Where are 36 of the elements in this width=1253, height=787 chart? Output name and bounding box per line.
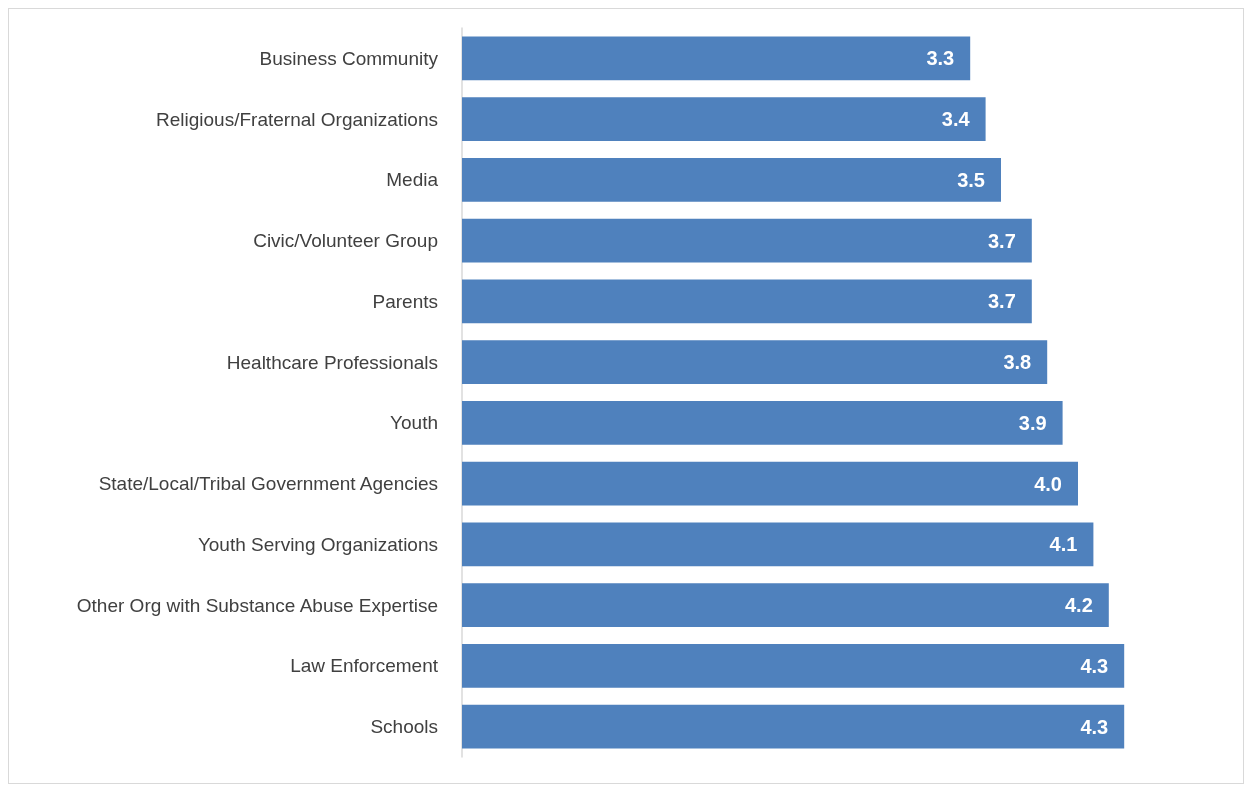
data-label: 4.3 <box>1080 715 1109 738</box>
y-tick-label: Law Enforcement <box>290 655 439 677</box>
data-label: 4.0 <box>1034 472 1062 495</box>
bar <box>462 36 971 81</box>
bar <box>462 218 1032 263</box>
y-tick-label: Media <box>386 169 439 191</box>
y-tick-label: Business Community <box>259 47 439 69</box>
bar <box>462 97 986 141</box>
data-label: 4.1 <box>1049 533 1078 556</box>
y-tick-label: Youth Serving Organizations <box>197 533 438 555</box>
data-label: 3.7 <box>987 229 1016 252</box>
y-tick-label: Youth <box>390 412 438 434</box>
y-tick-label: Religious/Fraternal Organizations <box>156 108 438 130</box>
data-label: 4.3 <box>1080 654 1109 677</box>
bar <box>462 644 1125 688</box>
data-label: 3.4 <box>941 108 971 131</box>
bar <box>462 461 1078 506</box>
bar <box>462 522 1094 567</box>
bar <box>462 279 1032 324</box>
y-tick-label: Healthcare Professionals <box>226 351 438 373</box>
y-tick-label: State/Local/Tribal Government Agencies <box>98 473 438 495</box>
data-label: 4.2 <box>1064 594 1093 617</box>
data-label: 3.8 <box>1003 351 1032 374</box>
bar <box>462 704 1125 749</box>
data-label: 3.5 <box>957 168 985 191</box>
y-tick-label: Parents <box>372 290 438 312</box>
y-tick-label: Other Org with Substance Abuse Expertise <box>76 594 438 616</box>
bar <box>462 401 1063 445</box>
data-label: 3.3 <box>926 47 955 70</box>
y-tick-label: Civic/Volunteer Group <box>253 230 438 252</box>
data-label: 3.7 <box>987 290 1016 313</box>
bar <box>462 583 1109 627</box>
bar <box>462 158 1001 202</box>
y-tick-label: Schools <box>370 716 438 738</box>
bar <box>462 340 1048 384</box>
data-label: 3.9 <box>1018 411 1047 434</box>
